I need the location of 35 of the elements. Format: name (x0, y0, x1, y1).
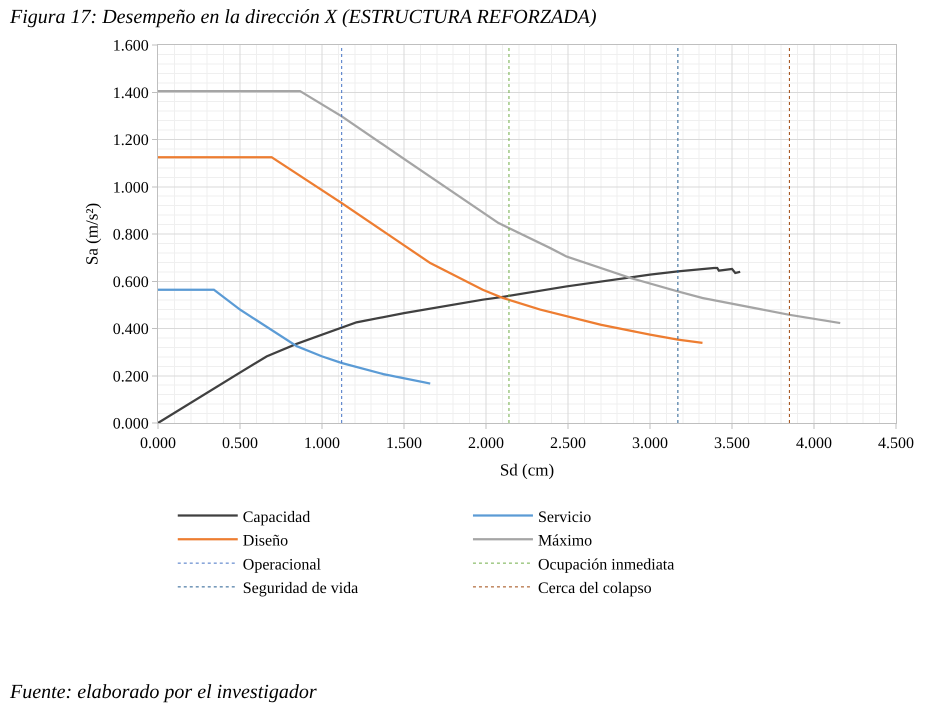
y-tick-label: 1.200 (112, 132, 149, 150)
y-tick-label: 0.400 (112, 321, 149, 338)
line-series (158, 266, 742, 423)
x-axis-title: Sd (cm) (500, 460, 554, 480)
y-tick-label: 0.000 (112, 416, 149, 433)
legend-label: Máximo (538, 532, 592, 550)
y-tick-label: 0.600 (112, 274, 149, 291)
y-tick-label: 0.800 (112, 226, 149, 244)
legend-label: Ocupación inmediata (538, 556, 674, 574)
line-series (158, 288, 432, 385)
legend-label: Diseño (242, 532, 288, 550)
x-tick-label: 3.000 (632, 435, 668, 452)
y-tick-label: 1.000 (112, 179, 149, 196)
chart-title: Figura 17: Desempeño en la dirección X (ESTRUCTURA REFORZADA) (9, 6, 597, 28)
legend-label: Operacional (242, 556, 322, 574)
line-series (158, 156, 704, 344)
x-tick-label: 3.500 (714, 435, 750, 452)
legend-label: Seguridad de vida (242, 580, 358, 598)
y-axis-title: Sa (m/s²) (82, 202, 102, 266)
line-series (158, 90, 842, 324)
source-note: Fuente: elaborado por el investigador (9, 681, 317, 703)
x-tick-label: 1.500 (386, 435, 422, 452)
x-tick-label: 2.000 (468, 435, 504, 452)
x-tick-label: 0.000 (140, 435, 176, 452)
y-tick-label: 1.600 (112, 38, 149, 55)
y-tick-label: 0.200 (112, 368, 149, 386)
x-tick-label: 0.500 (222, 435, 258, 452)
legend-label: Cerca del colapso (538, 580, 652, 598)
x-tick-label: 2.500 (550, 435, 586, 452)
x-tick-label: 4.000 (796, 435, 832, 452)
legend-label: Servicio (538, 508, 592, 526)
x-tick-label: 4.500 (878, 435, 914, 452)
legend-label: Capacidad (242, 508, 310, 526)
x-tick-label: 1.000 (304, 435, 340, 452)
y-tick-label: 1.400 (112, 84, 149, 102)
